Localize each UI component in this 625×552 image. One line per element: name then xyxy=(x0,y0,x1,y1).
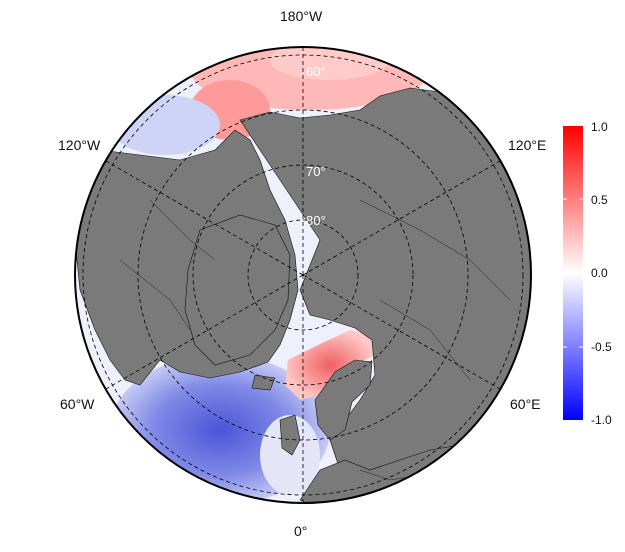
anomaly-blue-pacific xyxy=(110,95,220,155)
map-disk xyxy=(75,47,531,503)
colorbar xyxy=(563,126,583,420)
map-frame xyxy=(74,46,532,504)
lat-label-80: 80° xyxy=(306,213,326,228)
anomaly-red-barents xyxy=(285,330,375,400)
colorbar-tick-neg-0-5: -0.5 xyxy=(591,340,612,354)
lat-label-60: 60° xyxy=(306,64,326,79)
lon-label-60e: 60°E xyxy=(510,396,541,412)
graticule xyxy=(82,47,524,503)
lon-label-120w: 120°W xyxy=(58,137,101,153)
colorbar-tick-1: 1.0 xyxy=(591,120,608,134)
lon-label-0: 0° xyxy=(294,523,308,539)
colorbar-tick-0-5: 0.5 xyxy=(591,193,608,207)
lon-label-60w: 60°W xyxy=(60,396,95,412)
lon-label-180w: 180°W xyxy=(280,8,323,24)
lat-label-70: 70° xyxy=(306,164,326,179)
lon-label-120e: 120°E xyxy=(508,137,547,153)
colorbar-tick-0: 0.0 xyxy=(591,266,608,280)
colorbar-tick-neg-1: -1.0 xyxy=(591,413,612,427)
